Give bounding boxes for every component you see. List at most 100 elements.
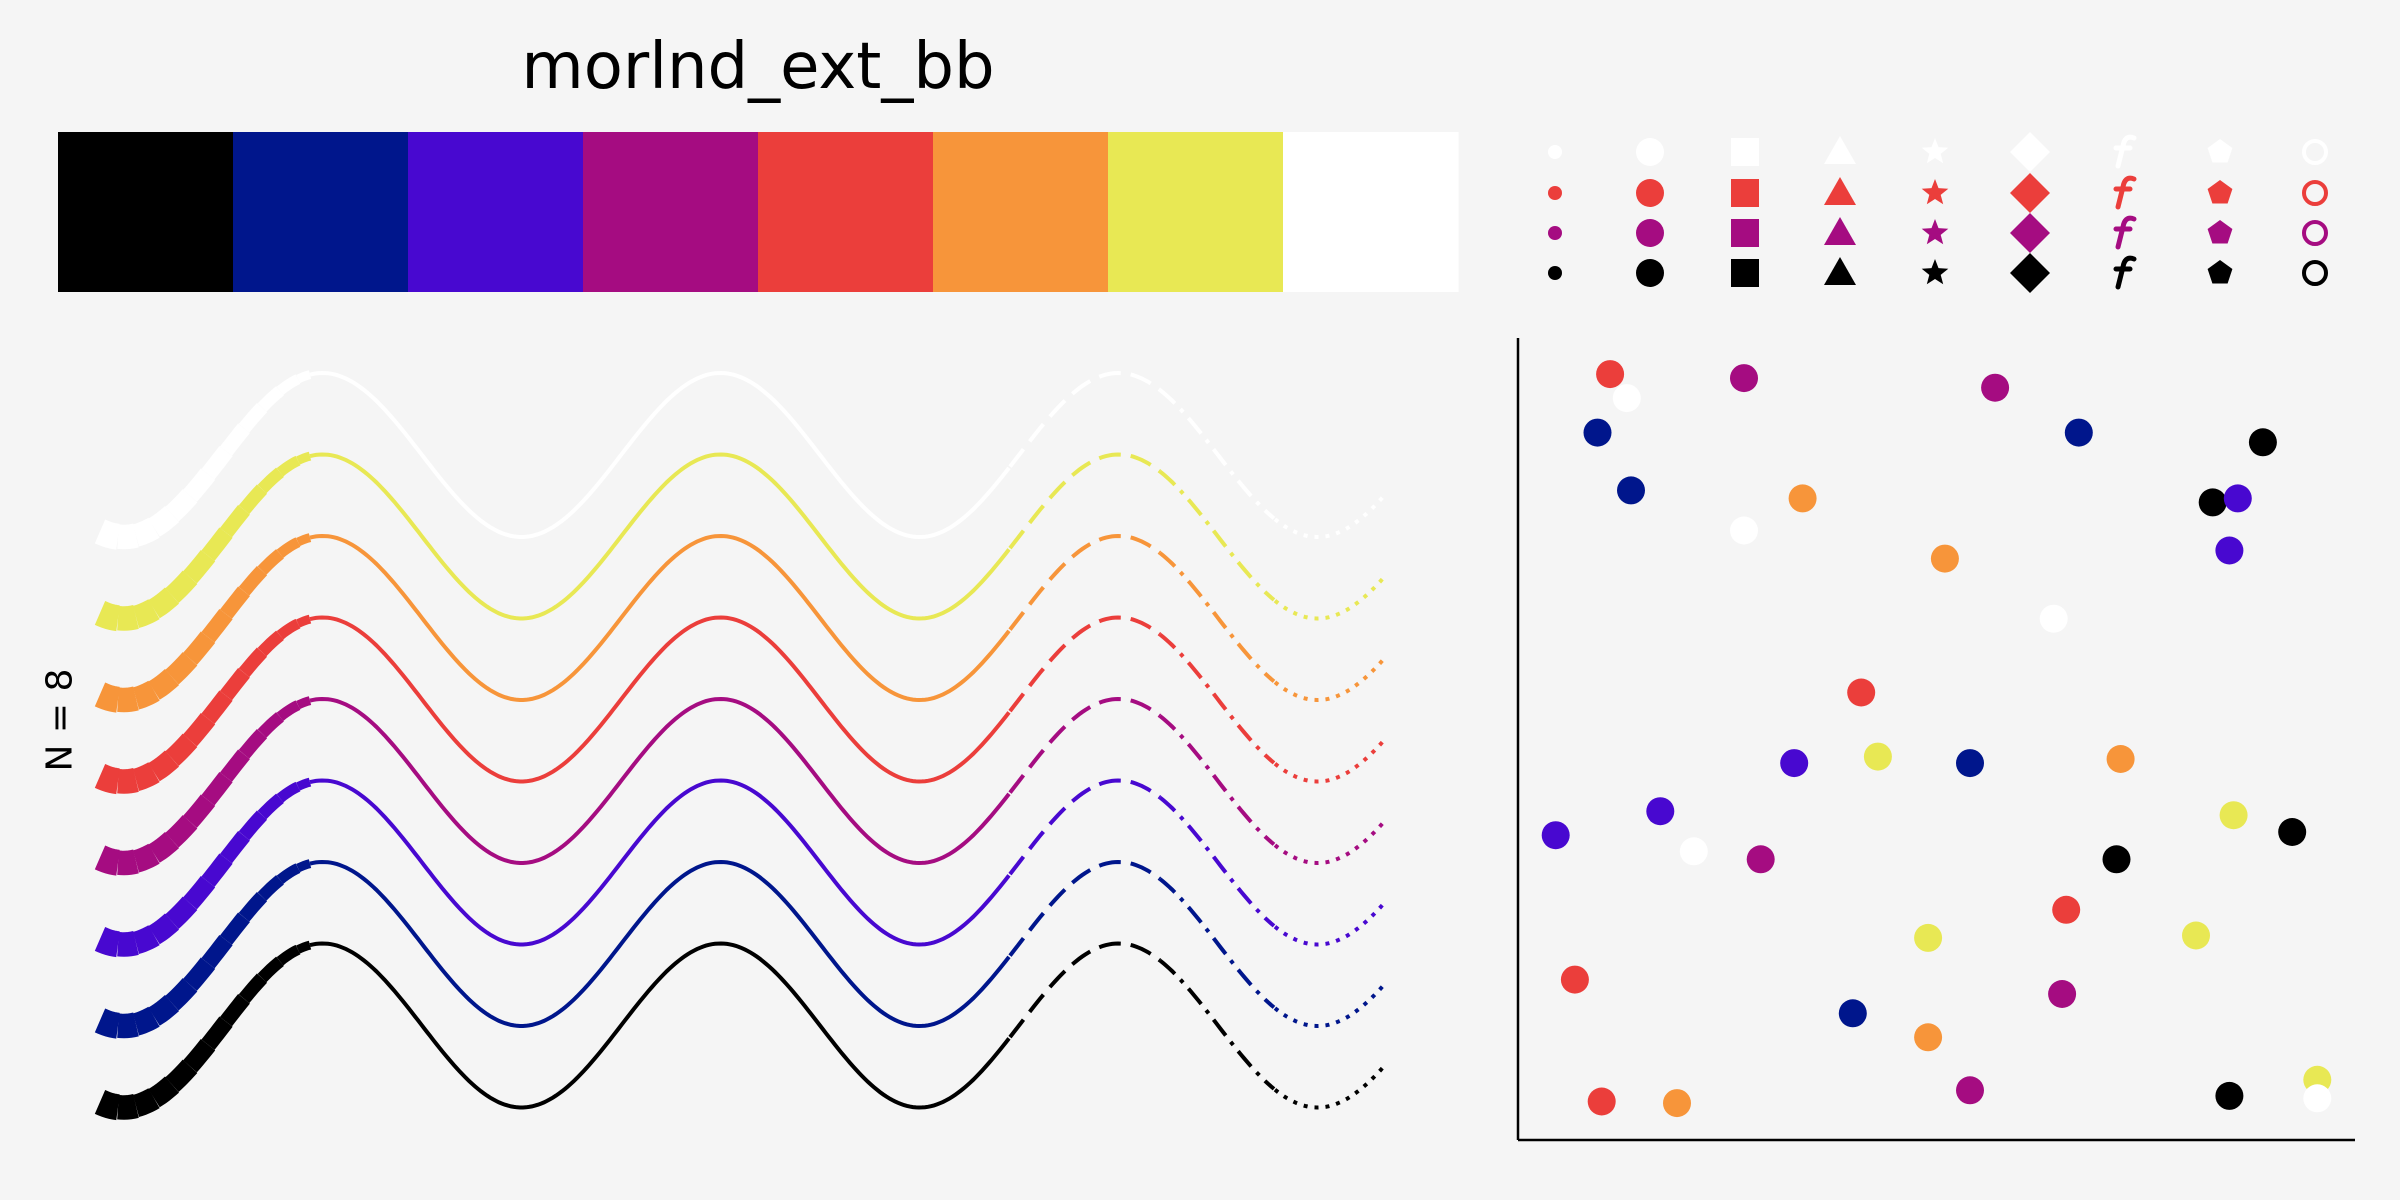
- marker-square-row-3: [1731, 219, 1759, 247]
- line-4-thick-solid: [183, 713, 216, 747]
- palette-swatch-8: [1283, 132, 1459, 292]
- scatter-point-27: [2102, 845, 2131, 874]
- line-6-thick-solid: [257, 793, 284, 820]
- marker-circle-open-row-4: [2302, 260, 2328, 286]
- line-7-solid: [309, 859, 1011, 1029]
- line-8-thick-solid: [219, 994, 250, 1027]
- line-2-dashed: [1008, 452, 1162, 550]
- line-4-thick-solid: [94, 763, 120, 795]
- marker-diamond-row-1: [2010, 132, 2050, 172]
- scatter-point-2: [1612, 384, 1641, 413]
- line-7-thick-solid: [133, 1006, 160, 1036]
- line-3-thick-solid: [257, 549, 284, 575]
- line-8-dashdot: [1158, 958, 1276, 1091]
- scatter-point-13: [2215, 536, 2244, 565]
- line-3-thick-solid: [117, 686, 139, 713]
- line-5-thick-solid: [94, 845, 120, 876]
- line-1-dashed: [1008, 370, 1162, 468]
- line-5-dotted: [1273, 818, 1388, 866]
- line-3-dashdot: [1158, 551, 1276, 683]
- marker-circle-open-row-3: [2302, 220, 2328, 246]
- line-3-thick-solid: [276, 537, 301, 558]
- line-5-solid: [309, 696, 1011, 866]
- scatter-point-5: [1583, 418, 1612, 447]
- marker-square-row-4: [1731, 259, 1759, 287]
- line-1-thick-solid: [133, 517, 160, 547]
- line-3-dotted: [1273, 655, 1388, 703]
- scatter-point-7: [2248, 428, 2277, 457]
- line-5-thick-solid: [183, 794, 216, 828]
- line-6-thick-solid: [133, 925, 160, 954]
- line-1-thick-solid: [94, 519, 120, 550]
- line-8-thick-solid: [238, 973, 268, 1004]
- line-4-thick-solid: [296, 614, 312, 628]
- scatter-point-29: [1914, 923, 1943, 952]
- marker-pentagon-row-1: [2207, 139, 2233, 163]
- line-1-solid: [309, 370, 1011, 540]
- line-8-thick-solid: [296, 940, 312, 954]
- line-1-thick-solid: [201, 446, 233, 480]
- line-8-thick-solid: [94, 1089, 120, 1121]
- scatter-point-16: [1847, 678, 1876, 707]
- marker-circle-small-row-4: [1548, 266, 1562, 280]
- line-6-solid: [309, 778, 1011, 947]
- scatter-point-17: [1863, 742, 1892, 771]
- line-8-thick-solid: [201, 1016, 233, 1050]
- scatter-point-20: [2106, 745, 2135, 773]
- line-4-solid: [309, 615, 1011, 784]
- line-1-thick-solid: [117, 523, 139, 550]
- line-8-dotted: [1273, 1062, 1388, 1110]
- line-6-thick-solid: [276, 781, 301, 803]
- marker-circle-row-4: [1636, 259, 1664, 287]
- scatter-point-33: [1838, 999, 1867, 1028]
- line-3-thick-solid: [183, 631, 216, 665]
- line-6-thick-solid: [183, 876, 216, 910]
- line-8-thick-solid: [183, 1039, 216, 1073]
- line-7-thick-solid: [183, 957, 216, 991]
- marker-star-row-4: [1921, 259, 1949, 285]
- palette-swatch-5: [758, 132, 934, 292]
- marker-f-glyph-row-1: [2113, 134, 2137, 169]
- scatter-point-1: [1596, 360, 1625, 389]
- line-8-solid: [309, 941, 1011, 1110]
- line-4-dashdot: [1158, 632, 1276, 765]
- line-8-thick-solid: [133, 1088, 160, 1117]
- line-7-thick-solid: [201, 935, 233, 969]
- line-7-thick-solid: [257, 875, 284, 901]
- line-4-thick-solid: [117, 767, 139, 794]
- line-8-thick-solid: [165, 1059, 198, 1092]
- palette-swatch-1: [58, 132, 234, 292]
- line-6-thick-solid: [148, 913, 180, 945]
- line-2-dotted: [1273, 573, 1388, 621]
- line-4-thick-solid: [148, 750, 180, 782]
- line-6-thick-solid: [219, 831, 250, 864]
- marker-circle-row-2: [1636, 179, 1664, 207]
- marker-triangle-row-1: [1824, 136, 1856, 164]
- line-2-thick-solid: [148, 587, 180, 619]
- line-6-thick-solid: [238, 810, 268, 841]
- line-7-thick-solid: [219, 912, 250, 945]
- scatter-point-30: [2182, 921, 2210, 950]
- line-2-thick-solid: [133, 599, 160, 628]
- line-5-thick-solid: [165, 815, 198, 848]
- scatter-point-37: [1663, 1089, 1691, 1118]
- line-1-dashdot: [1158, 388, 1276, 520]
- scatter-point-36: [1587, 1087, 1616, 1116]
- marker-circle-small-row-3: [1548, 226, 1562, 240]
- scatter-point-22: [2219, 801, 2248, 830]
- marker-diamond-row-2: [2010, 173, 2050, 213]
- line-7-thick-solid: [165, 978, 198, 1011]
- line-7-thick-solid: [296, 859, 312, 873]
- line-5-thick-solid: [219, 749, 250, 782]
- marker-triangle-row-4: [1824, 257, 1856, 285]
- line-5-thick-solid: [276, 700, 301, 721]
- scatter-point-11: [2223, 484, 2252, 513]
- scatter-point-10: [2198, 488, 2227, 517]
- line-4-thick-solid: [257, 630, 284, 657]
- scatter-point-15: [2039, 604, 2068, 633]
- scatter-point-24: [2278, 818, 2307, 846]
- line-2-thick-solid: [94, 600, 120, 632]
- line-7-thick-solid: [94, 1008, 120, 1039]
- scatter-point-34: [1914, 1023, 1943, 1052]
